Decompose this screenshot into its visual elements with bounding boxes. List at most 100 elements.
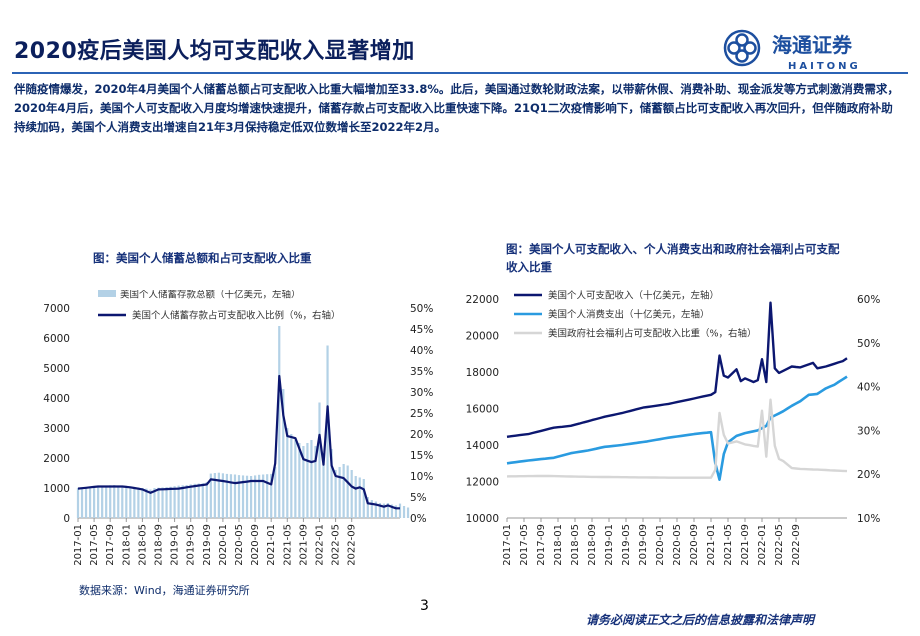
savings-bar [109,485,112,518]
intro-paragraph: 伴随疫情爆发，2020年4月美国个人储蓄总额占可支配收入比重大幅增加至33.8%… [14,82,899,134]
savings-bar [342,464,345,518]
y-left-tick-label: 16000 [466,404,499,416]
savings-bar [378,503,381,518]
x-tick-label: 2019-09 [638,524,649,566]
savings-bar [258,474,261,518]
savings-bar [169,486,172,518]
savings-bar [398,503,402,518]
y-left-tick-label: 14000 [466,440,499,452]
y-right-tick-label: 40% [857,382,880,394]
savings-bar [189,484,192,518]
savings-bar [310,440,313,518]
savings-bar [354,476,357,518]
savings-bar [318,402,321,518]
x-tick-label: 2022-01 [757,524,768,566]
y-left-tick-label: 18000 [466,367,499,379]
x-tick-label: 2018-09 [587,524,598,566]
savings-bar [177,485,180,518]
legend-label: 美国个人储蓄存款总额（十亿美元，左轴） [120,290,301,301]
legend-label: 美国个人储蓄存款占可支配收入比例（%，右轴） [132,310,341,322]
y-right-tick-label: 15% [410,450,433,462]
x-tick-label: 2021-05 [282,524,293,566]
savings-bar [237,475,241,518]
savings-bar [382,503,386,518]
savings-bar [157,487,160,518]
savings-bar [145,488,148,518]
savings-bar [322,455,325,518]
savings-bar [346,465,349,518]
y-left-tick-label: 7000 [43,303,70,315]
savings-bar [358,477,361,518]
savings-bar [88,486,92,518]
x-tick-label: 2020-09 [250,524,261,566]
x-tick-label: 2021-01 [706,524,717,566]
savings-bar [270,473,273,518]
savings-bar [133,487,136,518]
x-tick-label: 2018-09 [154,524,165,566]
savings-bar [221,473,225,518]
chart2-title: 图：美国个人可支配收入、个人消费支出和政府社会福利占可支配收入比重 [506,242,840,274]
savings-bar [101,485,104,518]
y-left-tick-label: 4000 [43,393,70,405]
y-left-tick-label: 5000 [43,363,70,375]
savings-bar [193,483,196,518]
x-tick-label: 2020-01 [218,524,229,566]
x-tick-label: 2022-09 [791,524,802,566]
savings-bar [229,474,233,518]
savings-bar [92,486,96,518]
savings-bar [141,488,144,518]
legend-swatch [98,290,116,297]
x-tick-label: 2017-05 [89,524,100,566]
savings-chart: 0 1000 2000 3000 4000 5000 6000 7000 0% 5% 10% 15% 2… [43,290,433,566]
haitong-logo: 海通证券 HAITONG [718,24,908,72]
savings-ratio-line [77,374,400,510]
x-tick-label: 2018-01 [121,524,132,566]
x-tick-label: 2022-09 [347,524,358,566]
y-left-tick-label: 0 [63,513,70,525]
legal-disclaimer: 请务必阅读正文之后的信息披露和法律声明 [586,613,815,627]
y-right-tick-label: 50% [410,303,433,315]
y-right-tick-label: 5% [410,492,427,504]
x-tick-label: 2017-09 [536,524,547,566]
y-left-tick-label: 12000 [466,477,499,489]
savings-bar [326,345,329,518]
disposable-income-line [506,301,848,438]
x-tick-label: 2018-05 [137,524,148,566]
savings-bar [185,485,188,518]
logo-emblem-icon: 海通证券 HAITONG [723,29,858,72]
savings-bar [249,476,253,518]
y-left-tick-label: 10000 [466,513,499,525]
chart1-title: 图：美国个人储蓄总额和占可支配收入比重 [93,251,312,265]
x-tick-label: 2020-09 [689,524,700,566]
savings-bar [262,474,265,518]
y-right-tick-label: 20% [410,429,433,441]
page-title: 2020疫后美国人均可支配收入显著增加 [14,39,415,64]
savings-bar [253,475,257,518]
savings-bar [374,501,377,518]
y-left-tick-label: 2000 [43,453,70,465]
consumption-line [506,375,848,481]
savings-bar [225,473,229,518]
savings-bar [121,485,124,518]
savings-bar [306,443,309,518]
savings-bar [209,473,212,518]
savings-bar [290,434,293,518]
page-number: 3 [420,598,429,614]
y-right-tick-label: 45% [410,324,433,336]
x-tick-label: 2018-05 [570,524,581,566]
savings-bar [314,446,317,518]
savings-bar [84,487,88,518]
x-tick-label: 2019-01 [604,524,615,566]
savings-bar [286,428,289,518]
savings-bar [394,505,398,518]
x-tick-label: 2021-09 [740,524,751,566]
savings-bar [362,479,365,518]
y-right-tick-label: 35% [410,366,433,378]
savings-bar [298,443,301,518]
x-tick-label: 2022-05 [331,524,342,566]
savings-bar [245,475,249,518]
savings-bar [153,488,156,518]
y-right-tick-label: 60% [857,294,880,306]
savings-bar [390,504,394,518]
savings-bar [97,486,100,518]
